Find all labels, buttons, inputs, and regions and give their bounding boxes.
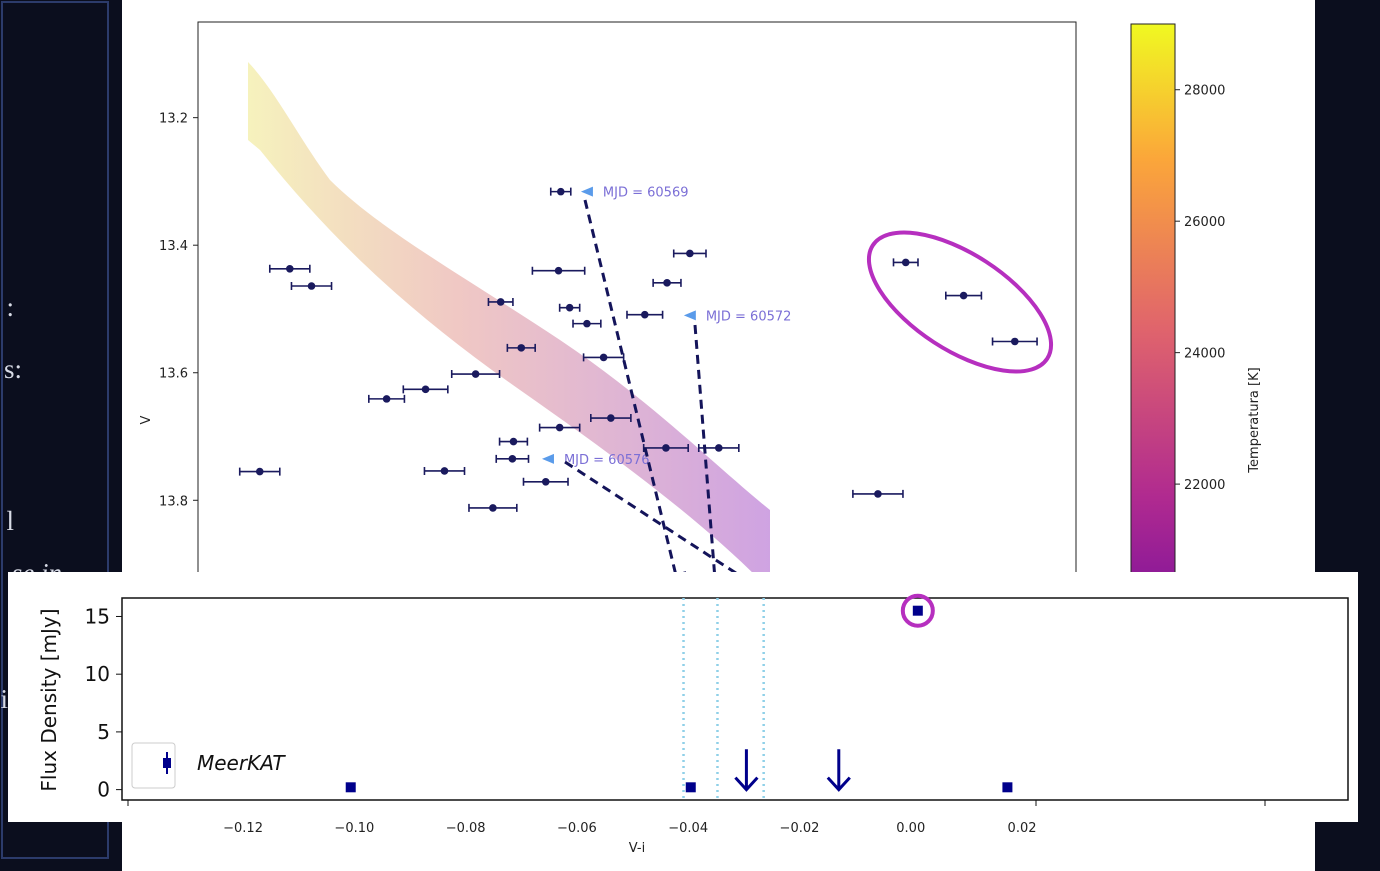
side-text-fragment: : <box>6 292 14 322</box>
y-tick-label: 5 <box>97 720 110 744</box>
x-tick-label: 0.00 <box>896 821 925 836</box>
x-axis-label: V-i <box>629 841 645 856</box>
data-point <box>1010 337 1019 346</box>
annotation-marker <box>683 310 696 321</box>
flux-point <box>1002 782 1013 793</box>
link-arrow <box>583 199 680 592</box>
colorbar-label: Temperatura [K] <box>1247 367 1262 473</box>
highlight-ellipse <box>866 230 1054 374</box>
x-tick-label: −0.02 <box>780 821 820 836</box>
highlight-circle <box>900 593 935 628</box>
side-text-fragment: i <box>0 684 8 714</box>
x-tick-label: −0.04 <box>668 821 708 836</box>
flux-point <box>685 782 696 793</box>
data-point <box>554 266 563 275</box>
inset-plot: 0 5 10 15 Flux Density [mJy] MeerKAT <box>8 572 1358 822</box>
legend-marker <box>163 758 171 768</box>
inset-frame <box>121 597 1349 801</box>
y-tick-label: 13.8 <box>159 494 188 509</box>
side-panel <box>1 1 109 859</box>
x-tick-label: −0.10 <box>334 821 374 836</box>
annotation-label: MJD = 60576 <box>564 453 650 468</box>
data-point <box>607 414 615 422</box>
data-point <box>440 467 449 475</box>
legend-frame <box>131 742 176 789</box>
x-tick-label: −0.08 <box>446 821 486 836</box>
colorbar-tick-label: 28000 <box>1184 84 1225 99</box>
annotation-marker <box>541 453 554 464</box>
data-point <box>541 477 550 486</box>
colorbar-tick-label: 26000 <box>1184 215 1225 230</box>
y-tick-label: 13.6 <box>159 367 188 382</box>
data-point <box>421 385 430 394</box>
model-band <box>248 62 770 580</box>
x-tick-label: −0.06 <box>557 821 597 836</box>
y-tick-label: 13.2 <box>159 112 188 127</box>
data-point <box>555 423 564 432</box>
data-point <box>663 279 671 287</box>
y-axis-label: V <box>139 415 154 424</box>
legend-label: MeerKAT <box>197 751 286 775</box>
y-axis-label: Flux Density [mJy] <box>37 608 61 791</box>
inset-background <box>8 572 1358 822</box>
flux-point <box>912 605 923 616</box>
side-text-fragment: l <box>6 506 14 536</box>
y-tick-label: 15 <box>85 604 110 628</box>
y-tick-label: 13.4 <box>159 239 188 254</box>
data-point <box>599 353 608 362</box>
data-point <box>901 258 910 267</box>
data-point <box>583 319 591 328</box>
data-point <box>874 490 882 498</box>
x-tick-label: −0.12 <box>223 821 263 836</box>
data-point <box>565 303 574 312</box>
data-point <box>471 370 480 378</box>
annotation-label: MJD = 60572 <box>706 309 792 324</box>
y-tick-label: 0 <box>97 778 110 802</box>
data-point <box>508 455 517 463</box>
data-point <box>686 249 694 258</box>
upper-limit <box>826 749 851 792</box>
upper-limit <box>734 749 759 792</box>
data-point <box>255 467 264 476</box>
data-point <box>517 344 526 352</box>
data-point <box>662 444 670 452</box>
side-text-fragment: s: <box>4 354 22 384</box>
data-point <box>286 264 294 273</box>
y-tick-label: 10 <box>85 662 110 686</box>
x-tick-label: 0.02 <box>1008 821 1037 836</box>
data-point <box>382 395 391 403</box>
data-point <box>556 187 565 196</box>
annotation-label: MJD = 60569 <box>603 186 689 201</box>
data-point <box>714 444 723 452</box>
colorbar-tick-label: 24000 <box>1184 347 1225 362</box>
data-point <box>496 298 505 306</box>
colorbar-tick-label: 22000 <box>1184 478 1225 493</box>
data-point <box>640 310 649 319</box>
data-point <box>959 291 968 300</box>
data-point <box>489 504 497 512</box>
data-point <box>307 282 316 290</box>
data-point <box>509 437 518 446</box>
flux-point <box>345 782 356 793</box>
link-arrow <box>564 460 765 592</box>
annotation-marker <box>580 186 593 197</box>
